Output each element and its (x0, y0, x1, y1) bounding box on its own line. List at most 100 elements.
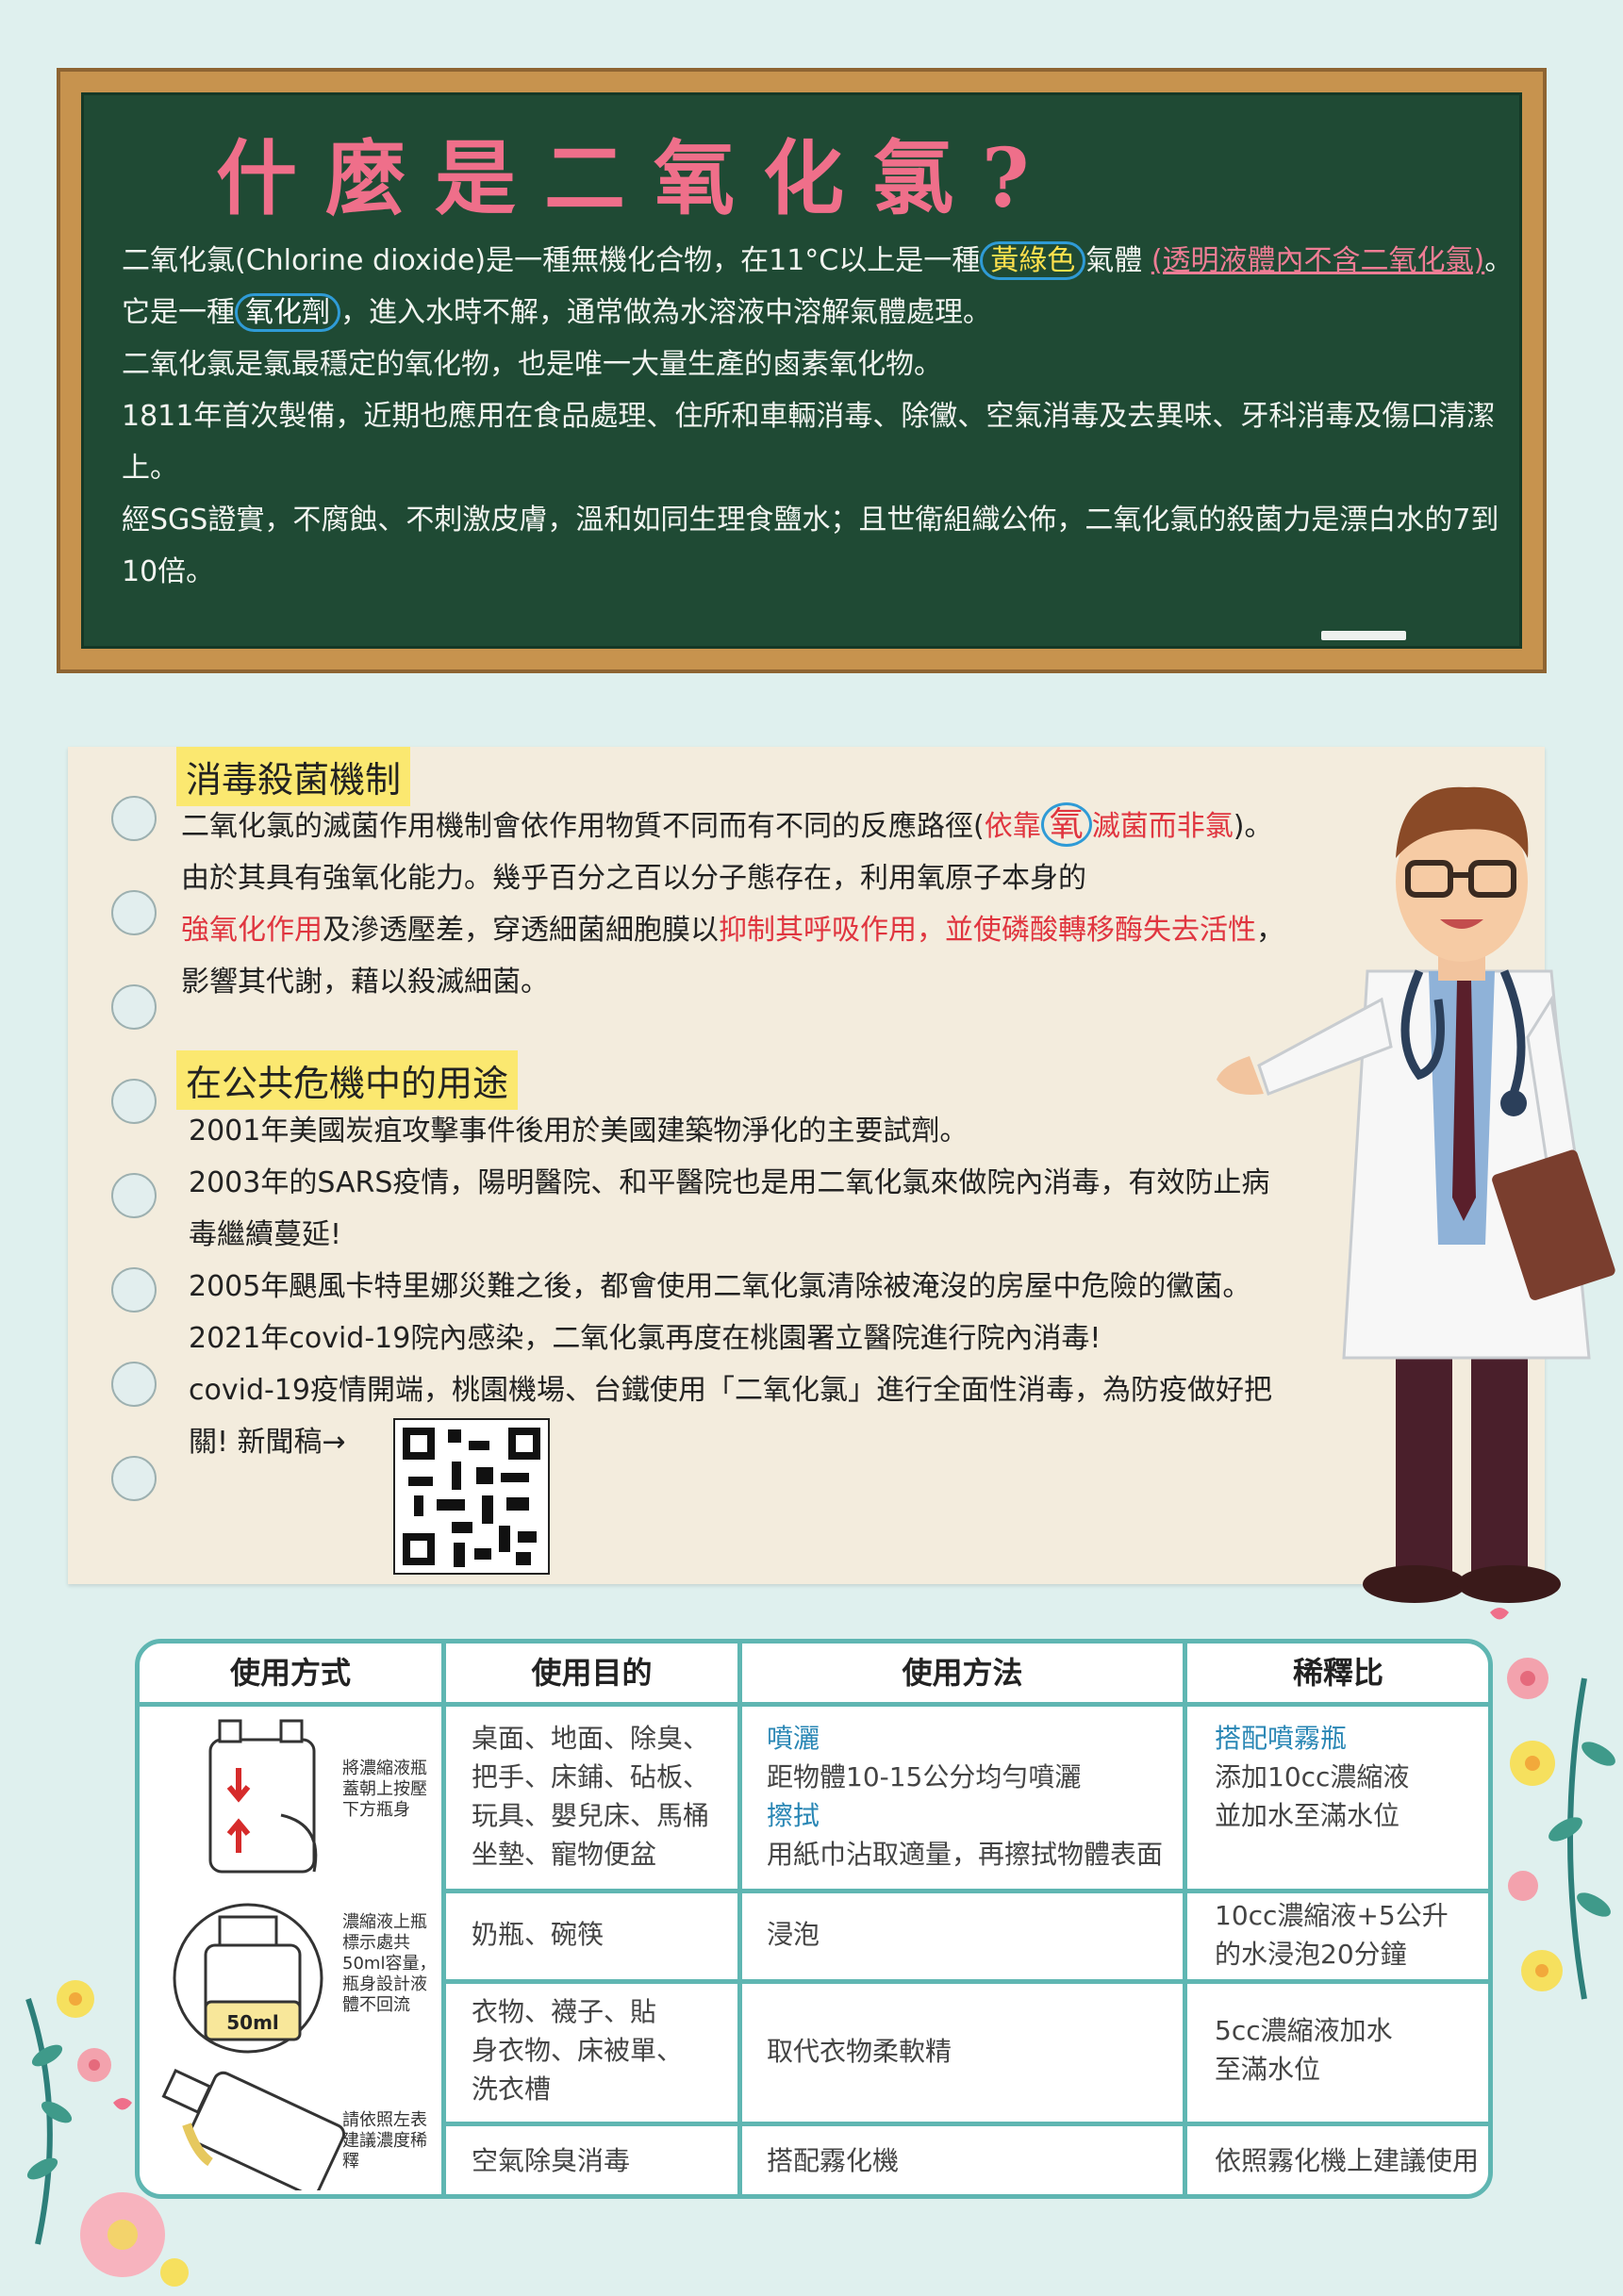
flower-decoration-right (1490, 1608, 1615, 2000)
qr-module (516, 1552, 531, 1565)
board-p1-text-b: 氣體 (1085, 244, 1143, 277)
method-heading-spray: 噴灑 (767, 1723, 820, 1754)
board-p1-end: 。 (1484, 244, 1514, 277)
press-bottle-icon (208, 1719, 318, 1874)
mechanism-line-3: 強氧化作用及滲透壓差，穿透細菌細胞膜以抑制其呼吸作用，並使磷酸轉移酶失去活性， (181, 904, 1426, 956)
qr-finder (403, 1428, 435, 1460)
row4-purpose: 空氣除臭消毒 (472, 2145, 631, 2176)
mechanism-text: 二氧化氯的滅菌作用機制會依作用物質不同而有不同的反應路徑( (181, 810, 985, 843)
ratio-line: 的水浸泡20分鐘 (1215, 1939, 1407, 1970)
qr-module (408, 1477, 433, 1486)
usage-line: 關! 新聞稿→ (189, 1426, 346, 1459)
mechanism-body: 二氧化氯的滅菌作用機制會依作用物質不同而有不同的反應路徑(依靠氧滅菌而非氯)。 … (181, 799, 1426, 1008)
qr-module (506, 1497, 529, 1511)
binder-ring (111, 1173, 157, 1218)
ratio-line: 10cc濃縮液+5公升 (1215, 1900, 1449, 1931)
table-divider (441, 1889, 1488, 1893)
row1-ratio: 搭配噴霧瓶 添加10cc濃縮液 並加水至滿水位 (1215, 1719, 1488, 1835)
table-divider (140, 1702, 1488, 1707)
ratio-line: 並加水至滿水位 (1215, 1800, 1400, 1831)
mechanism-line-2: 由於其具有強氧化能力。幾乎百分之百以分子態存在，利用氧原子本身的 (181, 862, 1086, 895)
mechanism-heading: 消毒殺菌機制 (176, 747, 411, 806)
header-usage-mode: 使用方式 (229, 1655, 351, 1691)
usage-heading: 在公共危機中的用途 (176, 1050, 519, 1110)
row2-method: 浸泡 (767, 1919, 820, 1950)
ratio-heading: 搭配噴霧瓶 (1215, 1723, 1348, 1754)
qr-module (469, 1441, 489, 1450)
usage-line: 2021年covid-19院內感染，二氧化氯再度在桃園署立醫院進行院內消毒! (189, 1322, 1101, 1355)
qr-module (448, 1429, 461, 1443)
table-divider (441, 1644, 446, 2194)
purpose-line: 洗衣槽 (472, 2073, 552, 2105)
row3-purpose: 衣物、襪子、貼 身衣物、床被單、 洗衣槽 (472, 1992, 736, 2108)
pour-bottle-icon (161, 2068, 346, 2190)
usage-line: covid-19疫情開端，桃園機場、台鐵使用「二氧化氯」進行全面性消毒，為防疫做… (189, 1374, 1272, 1407)
binder-ring (111, 1456, 157, 1501)
table-divider (441, 2122, 1488, 2126)
board-text: 二氧化氯(Chlorine dioxide)是一種無機化合物，在11°C以上是一… (122, 235, 1517, 598)
header-method: 使用方法 (902, 1655, 1023, 1691)
news-qr-code[interactable] (393, 1418, 550, 1575)
mechanism-text: 及滲透壓差，穿透細菌細胞膜以 (323, 914, 719, 947)
header-purpose: 使用目的 (531, 1655, 653, 1691)
row2-purpose: 奶瓶、碗筷 (472, 1919, 604, 1950)
qr-module (518, 1531, 537, 1543)
binder-ring (111, 796, 157, 841)
binder-ring (111, 1079, 157, 1124)
row4-ratio: 依照霧化機上建議使用 (1215, 2145, 1480, 2176)
ratio-line: 5cc濃縮液加水 (1215, 2015, 1393, 2046)
mechanism-text: )。 (1233, 810, 1273, 843)
usage-line: 2003年的SARS疫情，陽明醫院、和平醫院也是用二氧化氯來做院內消毒，有效防止… (189, 1166, 1270, 1199)
qr-module (437, 1499, 465, 1511)
qr-module (452, 1522, 472, 1533)
mechanism-text: ， (1256, 914, 1284, 947)
qr-finder (403, 1533, 435, 1565)
measuring-bottle-icon (173, 1903, 323, 2054)
table-divider (737, 1644, 742, 2194)
notebook-panel: 消毒殺菌機制 二氧化氯的滅菌作用機制會依作用物質不同而有不同的反應路徑(依靠氧滅… (68, 747, 1545, 1584)
row4-method: 搭配霧化機 (767, 2145, 900, 2176)
mechanism-line-4: 影響其代謝，藉以殺滅細菌。 (181, 966, 549, 999)
oxygen-circle: 氧 (1040, 802, 1092, 847)
method-text: 距物體10-15公分均勻噴灑 (767, 1761, 1082, 1792)
usage-line: 2005年颶風卡特里娜災難之後，都會使用二氧化氯清除被淹沒的房屋中危險的黴菌。 (189, 1270, 1251, 1303)
howto-step-1: 將濃縮液瓶蓋朝上按壓下方瓶身 (342, 1759, 427, 1820)
oxidizer-highlight: 氧化劑 (235, 293, 340, 332)
board-paragraph-2: 它是一種 氧化劑 ，進入水時不解，通常做為水溶液中溶解氣體處理。 (122, 287, 1517, 339)
method-text: 用紙巾沾取適量，再擦拭物體表面 (767, 1839, 1164, 1870)
header-ratio: 稀釋比 (1292, 1655, 1383, 1691)
usage-line: 2001年美國炭疽攻擊事件後用於美國建築物淨化的主要試劑。 (189, 1115, 969, 1148)
purpose-line: 坐墊、寵物便盆 (472, 1839, 657, 1870)
qr-module (474, 1548, 491, 1560)
usage-line: 毒繼續蔓延! (189, 1218, 342, 1251)
purpose-line: 衣物、襪子、貼 (472, 1996, 657, 2027)
board-paragraph-1: 二氧化氯(Chlorine dioxide)是一種無機化合物，在11°C以上是一… (122, 235, 1517, 287)
board-p2-text-b: ，進入水時不解，通常做為水溶液中溶解氣體處理。 (340, 296, 991, 329)
purpose-line: 桌面、地面、除臭、 (472, 1723, 710, 1754)
howto-step-2: 濃縮液上瓶標示處共50ml容量，瓶身設計液體不回流 (342, 1912, 437, 2015)
table-divider (1183, 1644, 1187, 2194)
table-divider (441, 1979, 1488, 1984)
red-text: 強氧化作用 (181, 914, 323, 947)
purpose-line: 身衣物、床被單、 (472, 2035, 684, 2066)
board-paragraph-5: 經SGS證實，不腐蝕、不刺激皮膚，溫和如同生理食鹽水；且世衛組織公佈，二氧化氯的… (122, 504, 1499, 588)
ratio-line: 添加10cc濃縮液 (1215, 1761, 1410, 1792)
qr-module (499, 1526, 510, 1552)
qr-module (501, 1473, 529, 1482)
red-text: 依靠 (984, 810, 1041, 843)
usage-table: 使用方式 使用目的 使用方法 稀釋比 將濃縮液瓶蓋朝上按壓下方瓶身 50ml 濃… (135, 1639, 1493, 2199)
qr-module (452, 1462, 461, 1490)
board-title: 什麼是二氧化氯? (216, 131, 1058, 226)
usage-body: 2001年美國炭疽攻擊事件後用於美國建築物淨化的主要試劑。 2003年的SARS… (189, 1105, 1433, 1468)
ratio-line: 至滿水位 (1215, 2054, 1321, 2085)
pink-note: (透明液體內不含二氧化氯) (1151, 244, 1485, 277)
binder-ring (111, 890, 157, 935)
row3-method: 取代衣物柔軟精 (767, 2036, 952, 2067)
binder-ring (111, 1362, 157, 1407)
board-p1-text: 二氧化氯(Chlorine dioxide)是一種無機化合物，在11°C以上是一… (122, 244, 981, 277)
yellow-green-highlight: 黃綠色 (980, 241, 1086, 280)
row1-purpose: 桌面、地面、除臭、 把手、床鋪、砧板、 玩具、嬰兒床、馬桶 坐墊、寵物便盆 (472, 1719, 736, 1874)
chalkboard: 什麼是二氧化氯? 二氧化氯(Chlorine dioxide)是一種無機化合物，… (81, 92, 1522, 649)
chalkboard-frame: 什麼是二氧化氯? 二氧化氯(Chlorine dioxide)是一種無機化合物，… (57, 68, 1547, 673)
chalk-stick (1321, 631, 1406, 640)
